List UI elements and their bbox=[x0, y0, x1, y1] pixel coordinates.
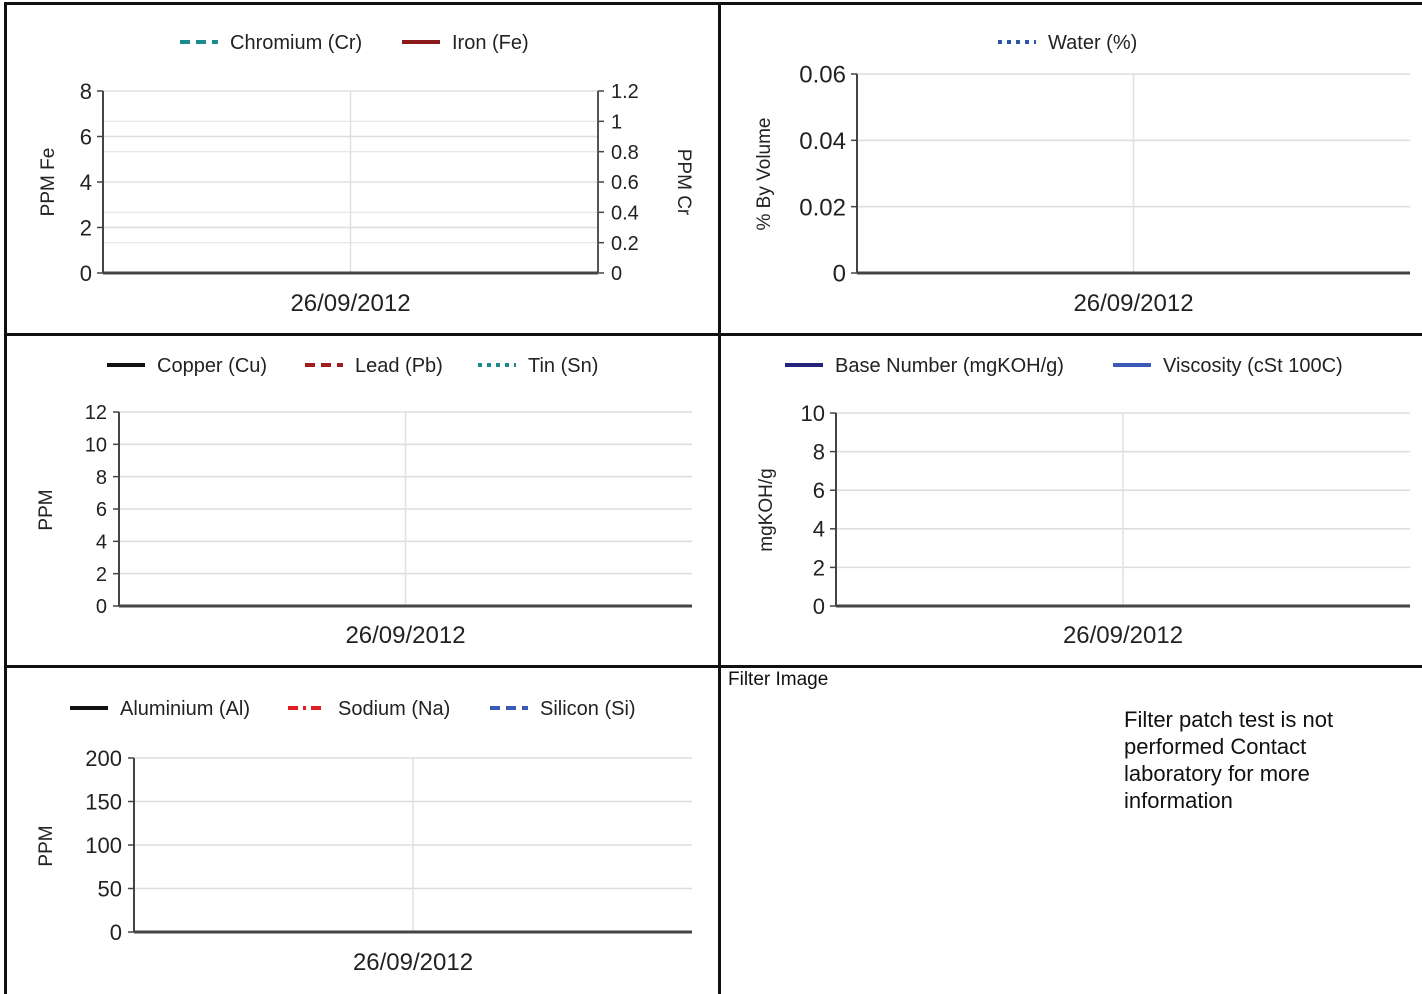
y-tick-label: 200 bbox=[85, 746, 122, 771]
y-tick-label: 6 bbox=[813, 478, 825, 503]
legend-label: Iron (Fe) bbox=[452, 32, 529, 54]
legend-label: Viscosity (cSt 100C) bbox=[1163, 355, 1343, 377]
y2-tick-label: 0.2 bbox=[611, 233, 639, 255]
x-tick-label: 26/09/2012 bbox=[1073, 290, 1193, 317]
y-tick-label: 0 bbox=[96, 596, 107, 618]
y-tick-label: 12 bbox=[85, 402, 107, 424]
chart-svg-1: Water (%) 0 0.02 0.04 0.06 26/09/2012 % By Vol… bbox=[754, 32, 1410, 317]
y-axis-label: PPM Fe bbox=[38, 148, 59, 217]
y-tick-label: 0 bbox=[110, 920, 122, 945]
chart-svg-2: Copper (Cu) Lead (Pb) Tin (Sn) 0 2 4 6 8 10 12 26/… bbox=[36, 355, 692, 649]
chart-al-na-si: Aluminium (Al) Sodium (Na) Silicon (Si) 0 50… bbox=[6, 667, 718, 994]
legend-label: Tin (Sn) bbox=[528, 355, 598, 377]
chart-cu-pb-sn: Copper (Cu) Lead (Pb) Tin (Sn) 0 2 4 6 8 10 12 26/… bbox=[6, 335, 718, 665]
y-tick-label: 6 bbox=[96, 499, 107, 521]
y-tick-label: 6 bbox=[80, 124, 92, 149]
legend-label: Base Number (mgKOH/g) bbox=[835, 355, 1064, 377]
y-tick-label: 0.06 bbox=[799, 62, 846, 89]
y-tick-label: 100 bbox=[85, 833, 122, 858]
chart-base-number-viscosity: Base Number (mgKOH/g) Viscosity (cSt 100C… bbox=[720, 335, 1422, 665]
y2-tick-label: 0.8 bbox=[611, 142, 639, 164]
legend-label: Copper (Cu) bbox=[157, 355, 267, 377]
y-axis-label: % By Volume bbox=[754, 118, 775, 231]
y-tick-label: 2 bbox=[813, 555, 825, 580]
filter-message: Filter patch test is not performed Conta… bbox=[1124, 707, 1334, 813]
y-axis-label: PPM bbox=[36, 489, 57, 530]
legend-label: Chromium (Cr) bbox=[230, 32, 362, 54]
filter-image-title: Filter Image bbox=[728, 669, 829, 690]
legend-label: Sodium (Na) bbox=[338, 698, 450, 720]
x-tick-label: 26/09/2012 bbox=[345, 622, 465, 649]
y-tick-label: 2 bbox=[80, 215, 92, 240]
grid-line-middle bbox=[718, 2, 721, 994]
grid-line-row2 bbox=[4, 665, 1422, 668]
chart-water: Water (%) 0 0.02 0.04 0.06 26/09/2012 % By Vol… bbox=[720, 4, 1422, 333]
grid-line-row1 bbox=[4, 333, 1422, 336]
y-tick-label: 2 bbox=[96, 564, 107, 586]
y-tick-label: 0.04 bbox=[799, 128, 846, 155]
grid-line-left bbox=[4, 2, 7, 994]
y-tick-label: 10 bbox=[85, 435, 107, 457]
y-axis-label: mgKOH/g bbox=[756, 468, 777, 551]
y-tick-label: 4 bbox=[813, 517, 825, 542]
y2-axis-label: PPM Cr bbox=[673, 149, 694, 216]
y-tick-label: 8 bbox=[813, 440, 825, 465]
x-tick-label: 26/09/2012 bbox=[1063, 622, 1183, 649]
y-tick-label: 4 bbox=[96, 532, 107, 554]
x-tick-label: 26/09/2012 bbox=[353, 949, 473, 976]
chart-svg-3: Base Number (mgKOH/g) Viscosity (cSt 100C… bbox=[756, 355, 1410, 649]
y2-tick-label: 1 bbox=[611, 112, 622, 134]
legend-label: Lead (Pb) bbox=[355, 355, 443, 377]
y2-tick-label: 0.4 bbox=[611, 203, 639, 225]
legend-label: Aluminium (Al) bbox=[120, 698, 250, 720]
chart-cr-fe: Chromium (Cr) Iron (Fe) 0 2 4 6 8 0 0.2 0.4 0.6 0.8… bbox=[6, 4, 718, 333]
y-tick-label: 150 bbox=[85, 789, 122, 814]
y-tick-label: 50 bbox=[98, 876, 122, 901]
y-tick-label: 8 bbox=[80, 79, 92, 104]
grid-line-top bbox=[4, 2, 1422, 5]
chart-svg-0: Chromium (Cr) Iron (Fe) 0 2 4 6 8 0 0.2 0.4 0.6 0.8… bbox=[38, 32, 694, 317]
y-tick-label: 10 bbox=[801, 401, 825, 426]
x-tick-label: 26/09/2012 bbox=[290, 290, 410, 317]
chart-svg-4: Aluminium (Al) Sodium (Na) Silicon (Si) 0 50… bbox=[36, 698, 692, 976]
y-tick-label: 0.02 bbox=[799, 194, 846, 221]
y-tick-label: 8 bbox=[96, 467, 107, 489]
y-tick-label: 0 bbox=[833, 261, 846, 288]
y2-tick-label: 0 bbox=[611, 263, 622, 285]
y-axis-label: PPM bbox=[36, 825, 57, 866]
y-tick-label: 0 bbox=[813, 594, 825, 619]
legend-label: Silicon (Si) bbox=[540, 698, 636, 720]
y-tick-label: 0 bbox=[80, 261, 92, 286]
legend-label: Water (%) bbox=[1048, 32, 1137, 54]
y2-tick-label: 0.6 bbox=[611, 172, 639, 194]
y-tick-label: 4 bbox=[80, 170, 92, 195]
y2-tick-label: 1.2 bbox=[611, 81, 639, 103]
